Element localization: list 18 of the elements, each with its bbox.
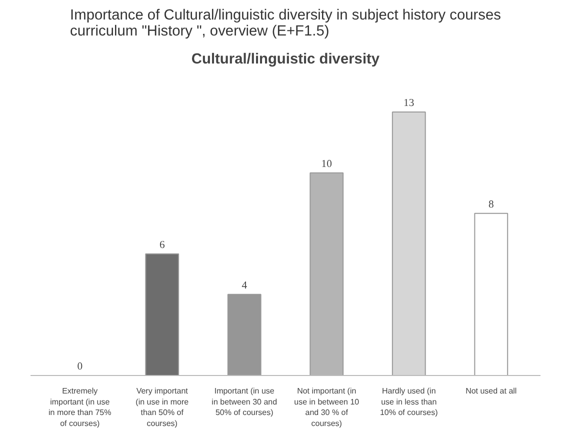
bar [392, 112, 426, 376]
bar [145, 253, 180, 376]
chart-subtitle: Cultural/linguistic diversity [191, 52, 380, 68]
data-label: 0 [77, 362, 83, 372]
bar [474, 212, 508, 376]
x-tick-label: Not used at all [466, 386, 517, 396]
bar [227, 294, 262, 376]
data-label: 4 [242, 280, 248, 292]
data-label: 8 [488, 199, 494, 210]
data-label: 13 [404, 98, 414, 110]
x-tick-label: Very important (in use in more than 50% of courses) [136, 386, 190, 428]
x-tick-label: Extremely important (in use in more than 75% of courses) [48, 386, 112, 428]
x-tick-label: Not important (in use in between 10 and 30 % of courses) [294, 386, 360, 428]
chart-title: Importance of Cultural/linguistic diversity in subject history courses curriculum "History ", overview (E+F1.5) [70, 8, 501, 40]
x-tick-label: Hardly used (in use in less than 10% of courses) [380, 386, 438, 418]
x-tick-label: Important (in use in between 30 and 50% of courses) [212, 386, 278, 418]
data-label: 10 [321, 158, 332, 170]
data-label: 6 [159, 240, 166, 251]
